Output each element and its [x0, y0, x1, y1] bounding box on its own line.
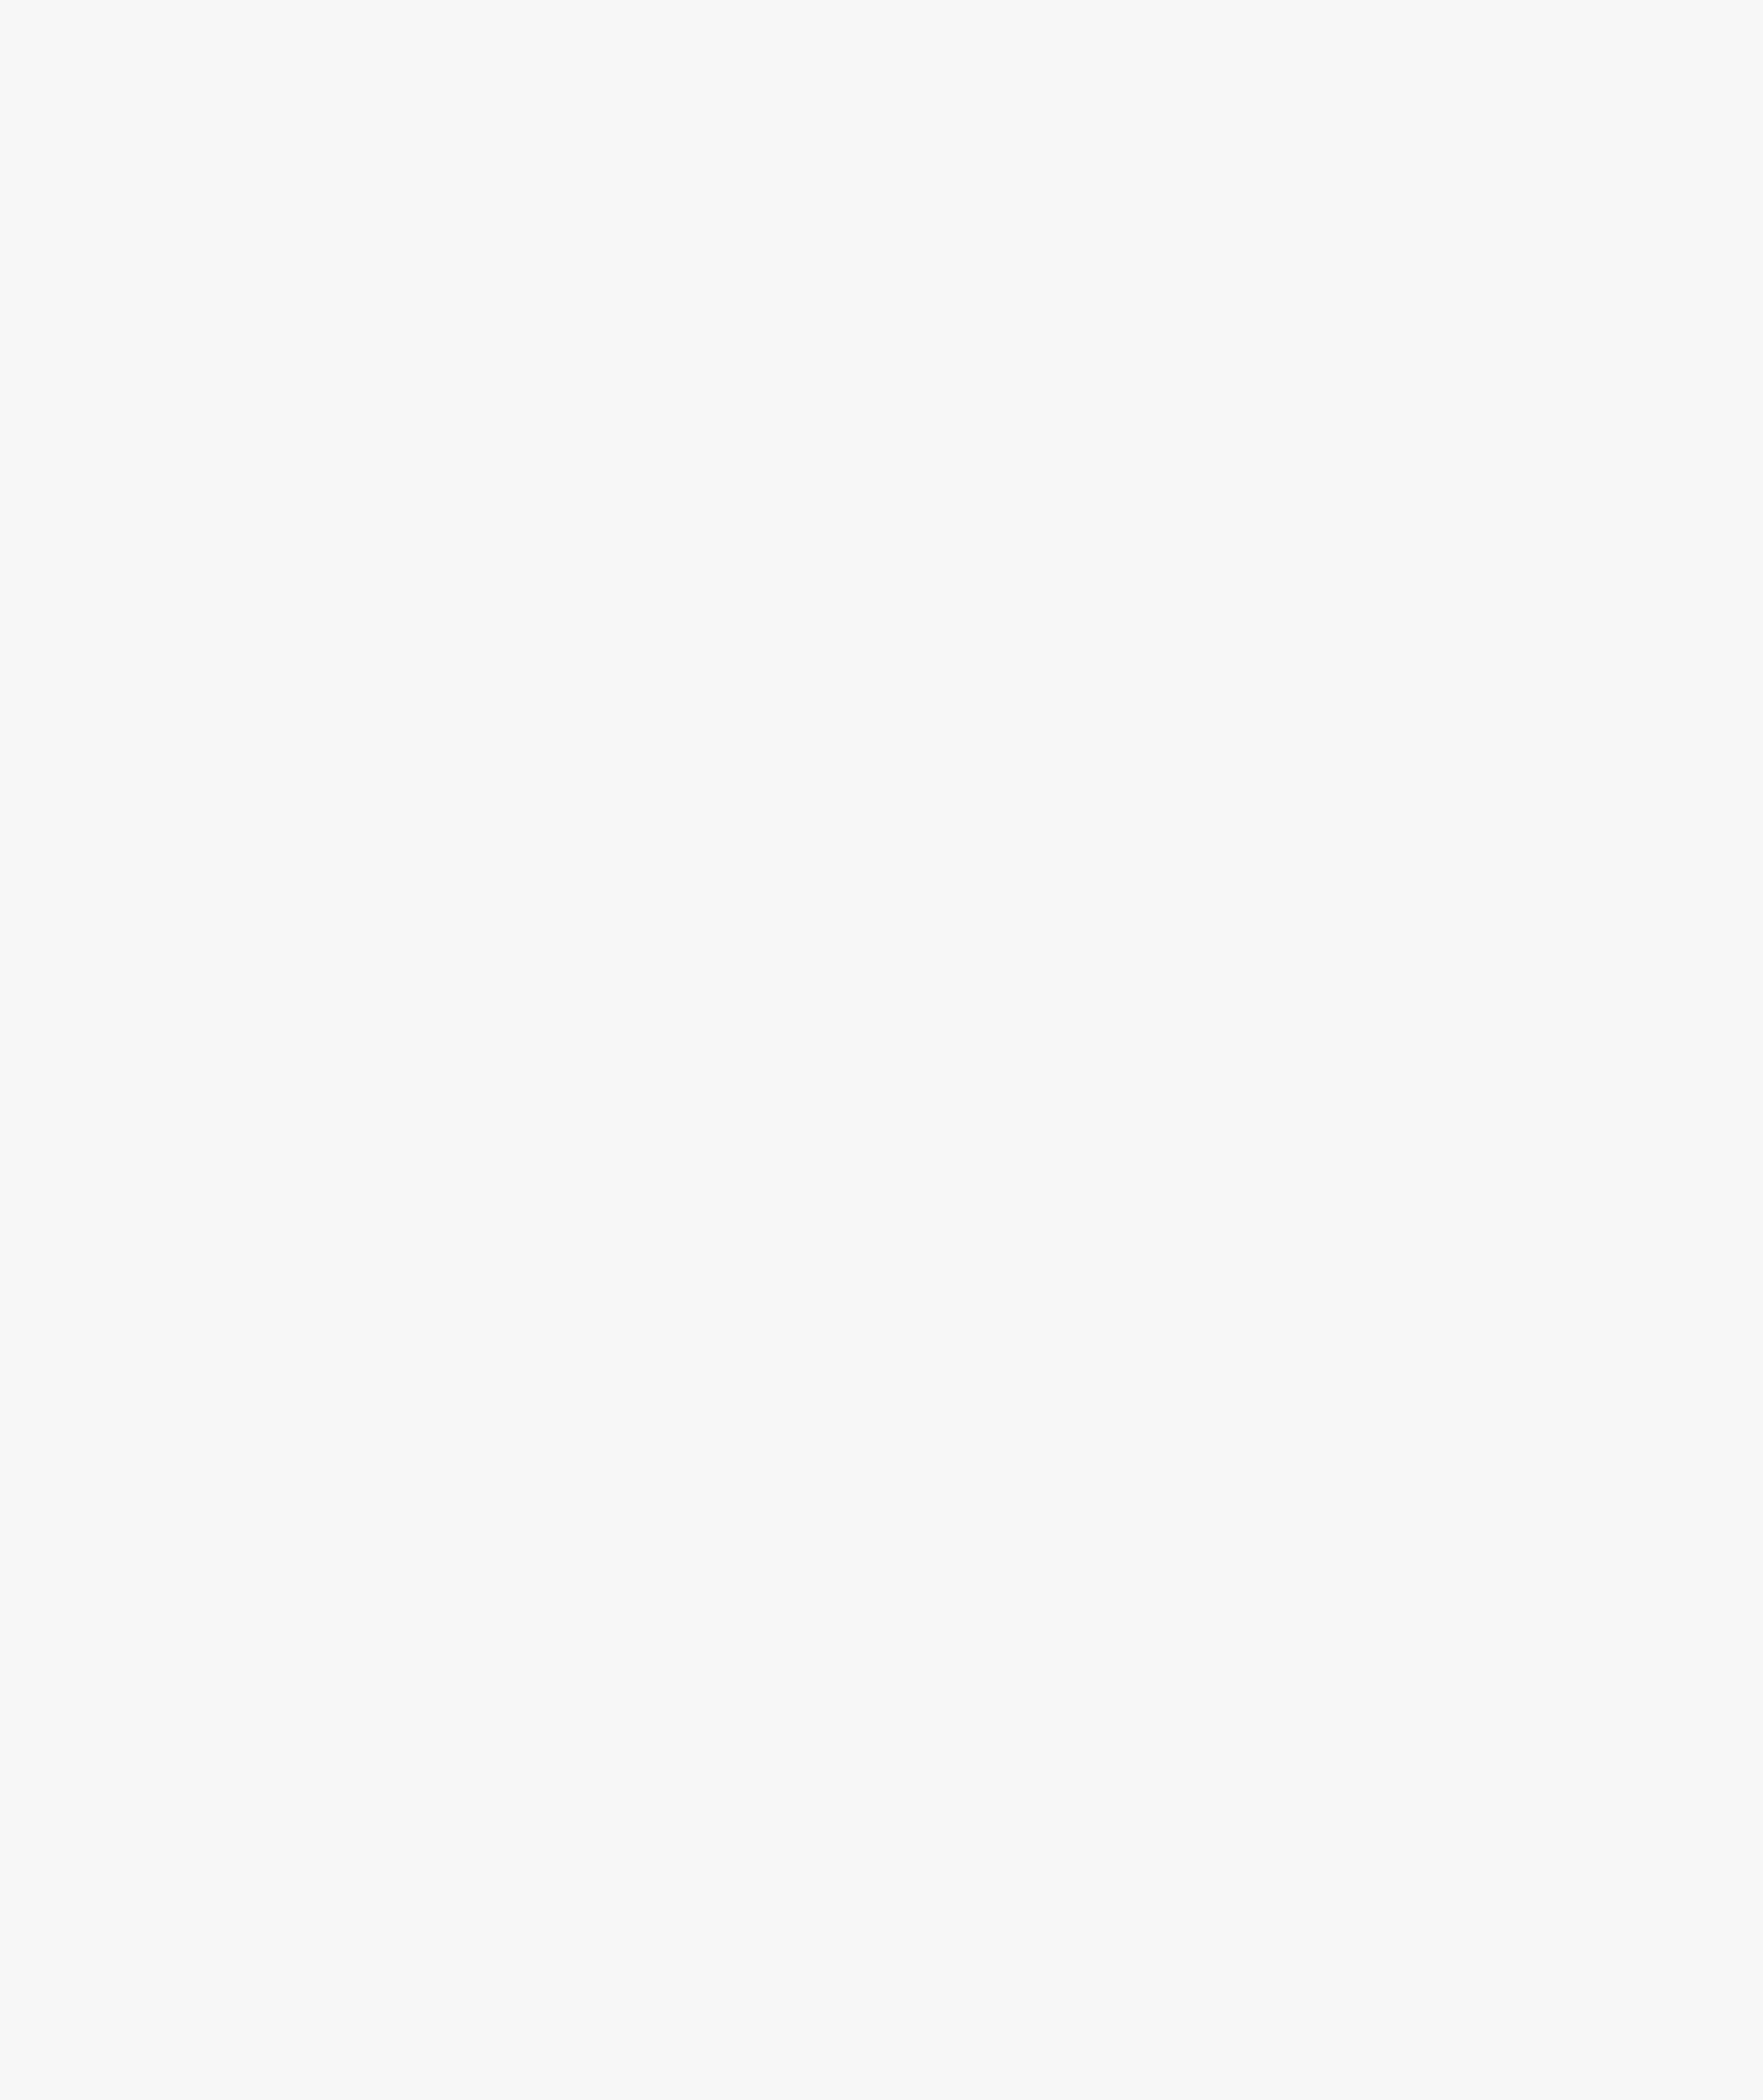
figure: [0, 0, 1763, 2100]
